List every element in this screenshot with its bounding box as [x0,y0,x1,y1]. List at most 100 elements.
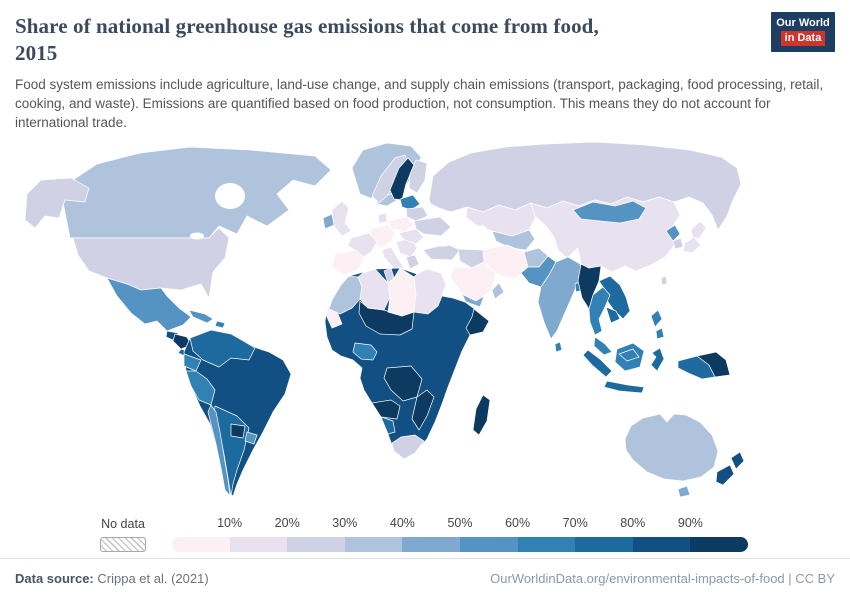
owid-logo[interactable]: Our World in Data [771,12,835,52]
region-paraguay[interactable] [230,423,246,439]
region-mexico[interactable] [106,277,192,332]
legend-segment[interactable] [517,537,576,553]
region-egypt[interactable] [413,268,447,315]
region-romania-hungary[interactable] [398,228,425,245]
legend-segment[interactable] [632,537,691,553]
region-poland[interactable] [387,216,415,233]
region-dr-congo[interactable] [383,365,423,402]
legend-no-data[interactable]: No data [100,517,146,553]
region-uruguay[interactable] [244,431,258,445]
data-source-value[interactable]: Crippa et al. (2021) [97,571,209,586]
owid-logo-line1: Our World [776,17,830,30]
region-angola[interactable] [371,399,401,420]
legend-segment[interactable] [402,537,460,553]
region-sri-lanka[interactable] [554,341,563,353]
chart-footer: Data source: Crippa et al. (2021) OurWor… [0,558,850,600]
region-south-africa[interactable] [391,434,425,460]
region-finland[interactable] [408,159,428,194]
region-tunisia[interactable] [383,267,395,284]
legend-segment[interactable] [575,537,633,553]
region-india[interactable] [537,256,587,340]
hudson-bay [215,183,245,210]
region-baltics[interactable] [399,194,421,211]
title-line1: Share of national greenhouse gas emissio… [15,14,599,38]
region-oman[interactable] [491,282,505,300]
legend-tick-label: 70% [562,516,588,531]
legend-tick-label: 40% [389,516,415,531]
region-france[interactable] [347,232,378,258]
region-mongolia[interactable] [572,200,647,224]
region-thailand[interactable] [588,286,611,336]
region-sulawesi[interactable] [650,347,665,372]
region-saudi-arabia[interactable] [449,261,497,302]
region-philippines[interactable] [650,309,665,340]
chart-header: Share of national greenhouse gas emissio… [0,0,850,132]
legend-tick-label: 80% [620,516,646,531]
world-map [24,141,745,498]
region-united-kingdom[interactable] [331,200,352,237]
region-western-sahara[interactable] [325,308,343,329]
legend-segment[interactable] [344,537,403,553]
chart-subtitle: Food system emissions include agricultur… [15,76,824,130]
caspian-sea [475,225,489,250]
region-yemen[interactable] [461,293,485,308]
region-namibia[interactable] [380,416,396,435]
region-south-america-base[interactable] [183,329,292,497]
region-spain-portugal[interactable] [331,249,365,276]
great-lakes [190,232,204,240]
region-south-korea[interactable] [672,237,684,250]
owid-logo-line2: in Data [780,31,826,46]
region-tasmania[interactable] [677,485,691,498]
title-line2: 2015 [15,41,58,66]
region-nigeria[interactable] [352,342,378,361]
region-china[interactable] [530,196,681,273]
legend-tick-label: 20% [274,516,300,531]
region-north-korea[interactable] [665,224,681,242]
region-belarus[interactable] [405,206,429,222]
region-taiwan[interactable] [660,275,668,286]
map-legend: No data 10% 20% 30% 40% 50% 60% 70% 80% 90% [0,516,850,553]
page-title: Share of national greenhouse gas emissio… [15,13,835,68]
region-sumatra[interactable] [582,349,613,378]
region-ireland[interactable] [322,213,335,230]
region-cuba[interactable] [188,309,214,324]
region-peru[interactable] [185,370,216,406]
region-usa[interactable] [72,227,230,299]
region-cambodia[interactable] [605,306,621,324]
no-data-label: No data [101,517,145,532]
legend-tick-label: 50% [447,516,473,531]
region-papua-new-guinea[interactable] [696,351,731,378]
region-colombia-venezuela[interactable] [189,329,256,368]
legend-bar-wrap: 10% 20% 30% 40% 50% 60% 70% 80% 90% [172,516,748,553]
legend-segment[interactable] [229,537,288,553]
data-source-label: Data source: [15,571,94,586]
legend-color-bar[interactable] [172,537,748,553]
region-east-africa[interactable] [411,389,435,431]
data-source[interactable]: Data source: Crippa et al. (2021) [15,571,209,586]
footer-link[interactable]: OurWorldinData.org/environmental-impacts… [490,571,835,586]
region-chile[interactable] [207,404,231,497]
region-malaysia[interactable] [593,336,640,362]
region-java[interactable] [603,380,645,394]
region-algeria[interactable] [357,268,391,311]
region-madagascar[interactable] [472,394,491,436]
region-new-zealand[interactable] [715,451,745,486]
region-denmark[interactable] [377,212,388,224]
legend-segment[interactable] [459,537,518,553]
region-central-asia[interactable] [491,229,536,251]
no-data-swatch[interactable] [100,537,146,553]
legend-tick-label: 10% [217,516,243,531]
region-greece[interactable] [405,254,420,270]
legend-segment[interactable] [690,537,748,553]
legend-tick-label: 30% [332,516,358,531]
region-alaska[interactable] [24,177,90,229]
legend-segment[interactable] [287,537,345,553]
map-canvas [0,138,850,516]
region-somalia[interactable] [465,308,490,336]
region-hispaniola[interactable] [214,320,226,329]
region-australia[interactable] [624,413,719,482]
region-japan[interactable] [682,220,707,254]
legend-tick-label: 60% [505,516,531,531]
legend-segment[interactable] [172,537,230,553]
region-canada[interactable] [62,146,332,239]
